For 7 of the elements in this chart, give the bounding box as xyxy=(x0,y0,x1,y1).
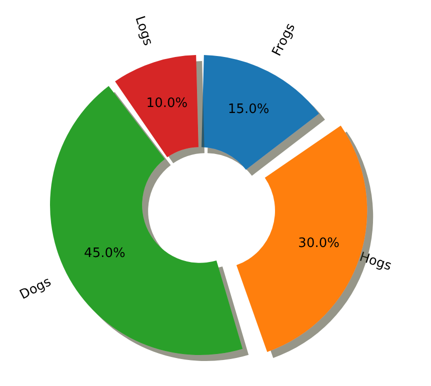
data-label: 15.0% xyxy=(228,102,270,118)
data-label: 45.0% xyxy=(84,246,126,262)
data-label: 30.0% xyxy=(298,236,340,252)
slice-label: Logs xyxy=(132,14,156,48)
data-label: 10.0% xyxy=(146,96,188,111)
slice-label: Dogs xyxy=(18,274,54,303)
slice-label: Hogs xyxy=(357,250,394,274)
